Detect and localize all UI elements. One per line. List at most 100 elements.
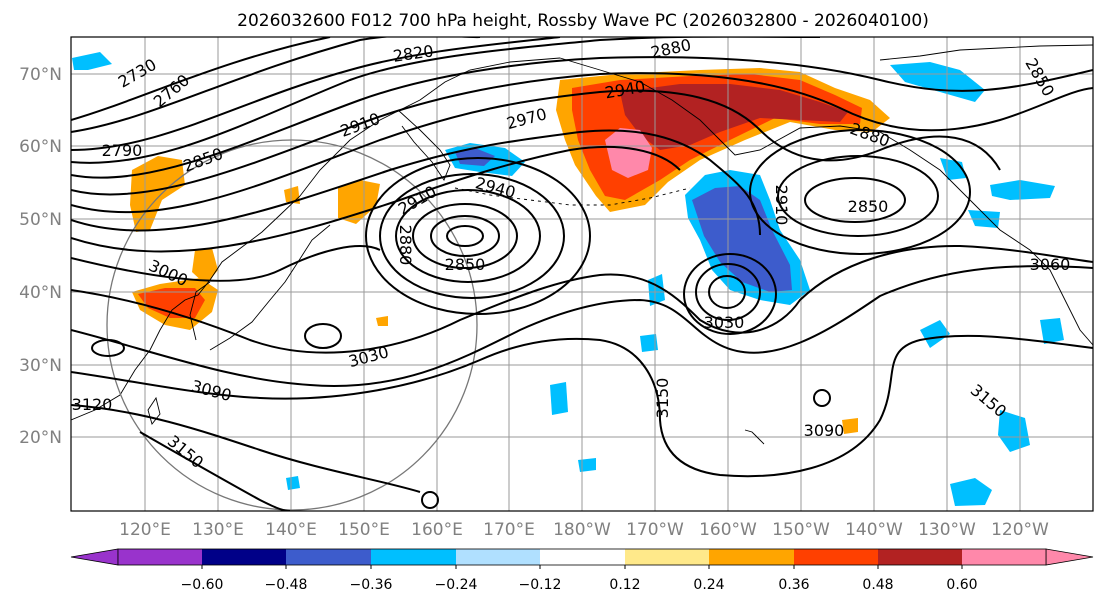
strong-negative-anomaly-bering: [455, 148, 495, 166]
map-area: 2730 2760 2790 2820 2850 2880 2910 2940 …: [70, 36, 1094, 512]
gulf-low-ring-1: [804, 177, 906, 223]
contour-label-3060: 3060: [1030, 255, 1071, 274]
lat-label-40: 40°N: [19, 283, 62, 303]
lat-label-30: 30°N: [19, 356, 62, 376]
small-closed-contour-3: [421, 491, 439, 509]
coastline-hawaii: [744, 429, 765, 445]
contour-2970: [71, 145, 681, 253]
contour-3000: [71, 245, 381, 282]
lon-label-120w: 120°W: [991, 520, 1049, 540]
very-strong-positive-anomaly-alaska: [620, 84, 848, 150]
lon-label-150e: 150°E: [338, 520, 390, 540]
coastline-japan: [209, 224, 331, 351]
colorbar-frame: [117, 548, 1047, 566]
lon-label-170w: 170°W: [626, 520, 684, 540]
contour-label-3120: 3120: [72, 395, 113, 414]
contour-label-2790: 2790: [102, 141, 143, 160]
contour-2910: [71, 89, 1001, 214]
colorbar-segment-4: [371, 549, 456, 565]
contour-3120: [71, 404, 421, 493]
colorbar-segment-7: [625, 549, 709, 565]
colorbar-segment-9: [794, 549, 878, 565]
map-title: 2026032600 F012 700 hPa height, Rossby W…: [237, 11, 929, 31]
coastline-korea: [189, 281, 211, 341]
low-center-ring-6: [365, 157, 591, 315]
contour-3060: [71, 265, 1093, 387]
coastline-arctic: [879, 44, 1093, 61]
peak-positive-anomaly-alaska: [605, 128, 652, 178]
lon-label-130e: 130°E: [192, 520, 244, 540]
colorbar-tick-5: −0.12: [519, 577, 562, 593]
contour-label-2880-low: 2880: [396, 225, 415, 266]
range-ring: [106, 139, 478, 511]
gulf-low-ring-2: [777, 155, 939, 237]
lat-label-60: 60°N: [19, 137, 62, 157]
positive-anomaly-pacific-small-2: [842, 418, 858, 434]
colorbar-segment-5: [456, 549, 540, 565]
pacific-low-ring-3: [683, 253, 777, 335]
colorbar-segment-2: [202, 549, 286, 565]
lat-label-50: 50°N: [19, 210, 62, 230]
lon-label-130w: 130°W: [918, 520, 976, 540]
negative-anomaly-pacific-8: [72, 52, 112, 70]
contour-label-3090-high: 3090: [804, 421, 845, 440]
colorbar-tick-7: 0.24: [693, 577, 724, 593]
colorbar-segment-8: [709, 549, 794, 565]
contour-2730: [71, 37, 331, 121]
latitude-labels: 70°N 60°N 50°N 40°N 30°N 20°N: [19, 65, 62, 448]
low-center-ring-1: [446, 225, 484, 247]
positive-anomaly-siberia: [130, 156, 185, 232]
coastline-taiwan: [147, 396, 161, 425]
colorbar-tick-2: −0.48: [265, 577, 308, 593]
negative-anomaly-pacific-3: [640, 334, 658, 352]
pacific-low-ring-1: [708, 275, 746, 309]
negative-anomaly-pacific-9: [1040, 318, 1064, 344]
lat-label-20: 20°N: [19, 428, 62, 448]
lat-label-70: 70°N: [19, 65, 62, 85]
colorbar-extend-left: [70, 548, 119, 566]
colorbar-tick-10: 0.60: [946, 577, 977, 593]
negative-anomaly-pacific-4: [920, 320, 950, 348]
colorbar-tick-8: 0.36: [778, 577, 809, 593]
colorbar-tick-9: 0.48: [862, 577, 893, 593]
small-closed-contour-2: [91, 339, 125, 357]
strong-positive-anomaly-japan: [138, 288, 205, 318]
contour-label-2850-low: 2850: [445, 255, 486, 274]
contour-2850: [71, 56, 1093, 179]
gulf-low-ring-3: [749, 129, 971, 255]
colorbar-segment-1: [118, 549, 202, 565]
coastline-kamchatka: [397, 109, 451, 181]
contour-label-3030-pacific: 3030: [704, 313, 745, 332]
low-center-ring-3: [412, 203, 518, 269]
low-center-ring-2: [430, 215, 500, 257]
negative-anomaly-pacific-7: [578, 458, 596, 472]
lon-label-160w: 160°W: [699, 520, 757, 540]
negative-anomaly-pacific-6: [950, 478, 992, 506]
negative-anomaly-canada: [990, 180, 1055, 200]
colorbar-extend-right: [1045, 548, 1094, 566]
colorbar-segment-6: [540, 549, 625, 565]
contour-3090: [71, 334, 1093, 478]
colorbar-tick-4: −0.24: [435, 577, 478, 593]
negative-anomaly-pacific-5: [998, 410, 1030, 452]
small-closed-contour-1: [304, 323, 342, 349]
coastline-asia: [71, 57, 561, 421]
colorbar-segment-11: [962, 549, 1046, 565]
contour-label-3150-central: 3150: [653, 378, 672, 419]
colorbar-segment-10: [878, 549, 962, 565]
coastline-aleutians: [454, 187, 691, 206]
longitude-labels: 120°E 130°E 140°E 150°E 160°E 170°E 180°…: [119, 520, 1049, 540]
lon-label-170e: 170°E: [483, 520, 535, 540]
lon-label-150w: 150°W: [772, 520, 830, 540]
contour-2940: [71, 129, 761, 236]
negative-anomaly-pacific-2: [550, 382, 568, 415]
positive-anomaly-pacific-small-3: [376, 316, 388, 326]
negative-anomaly-arctic: [890, 62, 985, 102]
contour-3150: [139, 431, 291, 511]
negative-anomaly-pacific-10: [286, 476, 300, 490]
colorbar-tick-labels: −0.60 −0.48 −0.36 −0.24 −0.12 0.12 0.24 …: [181, 565, 978, 593]
negative-anomaly-pacific-1: [648, 274, 665, 306]
contour-2820: [71, 37, 820, 164]
contour-2880: [71, 72, 1093, 196]
contour-3030: [71, 244, 1093, 354]
